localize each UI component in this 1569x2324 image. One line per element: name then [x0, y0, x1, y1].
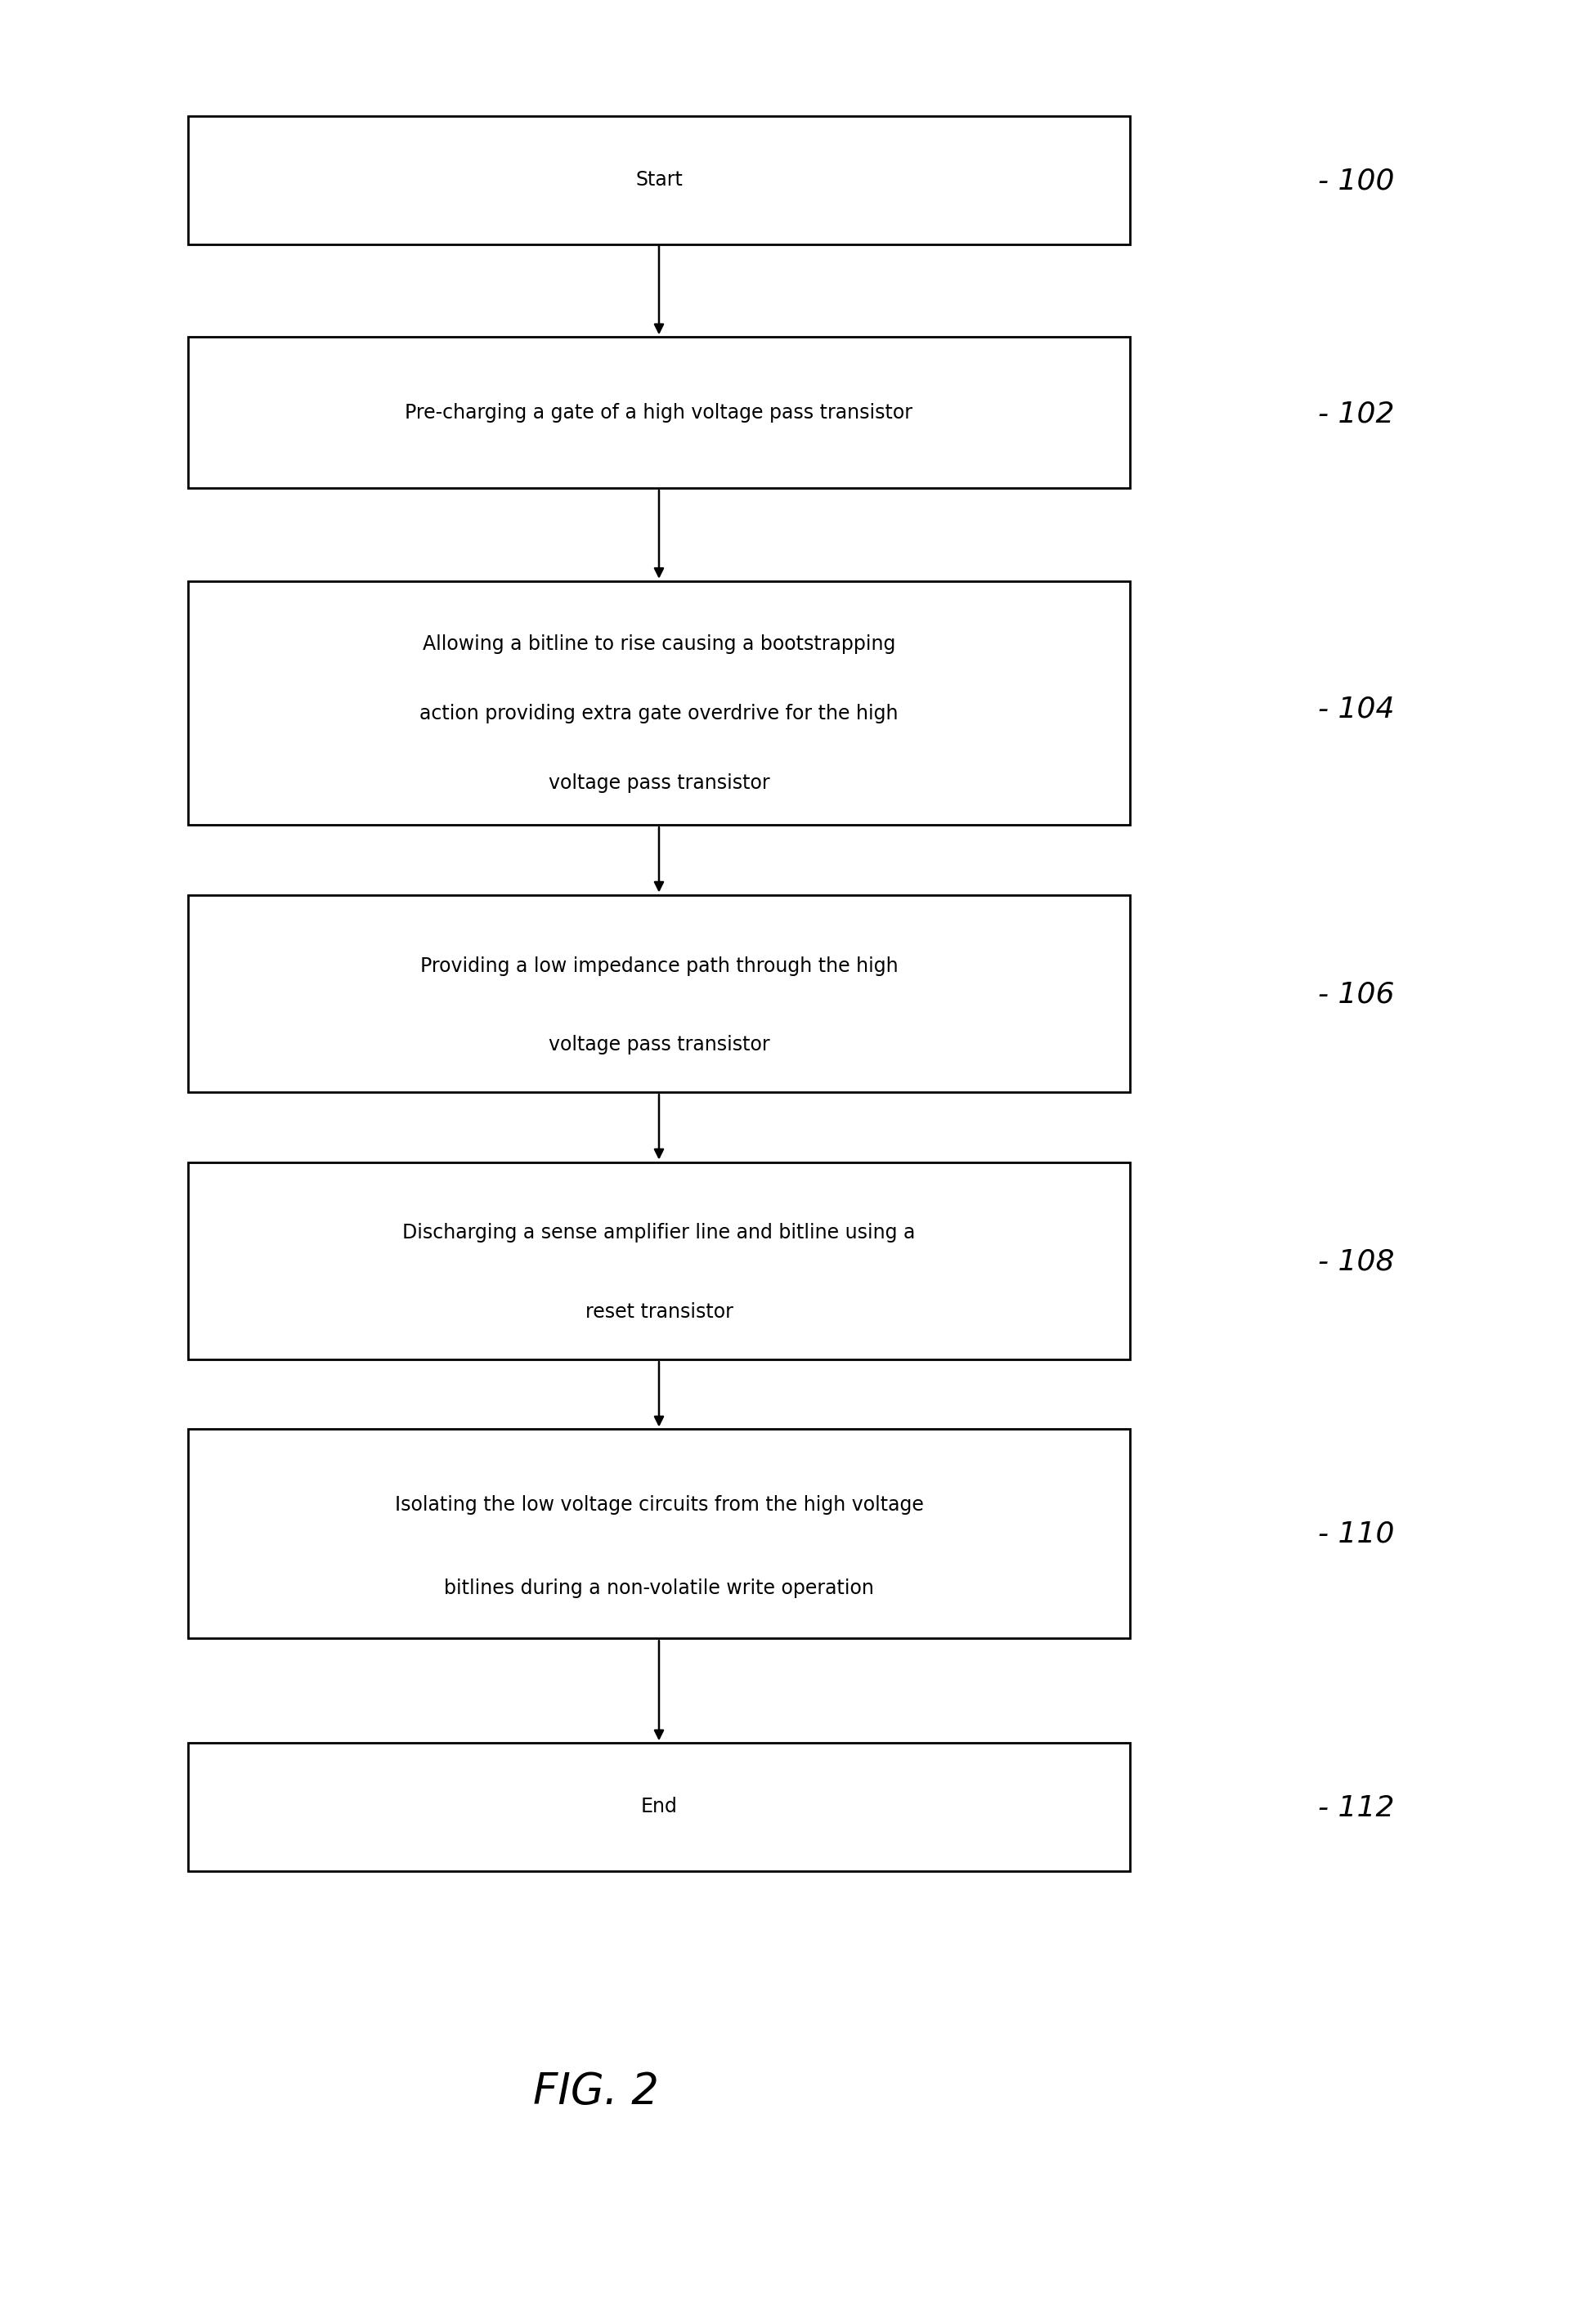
FancyBboxPatch shape	[188, 895, 1130, 1092]
Text: - 102: - 102	[1318, 400, 1395, 428]
Text: Pre-charging a gate of a high voltage pass transistor: Pre-charging a gate of a high voltage pa…	[405, 402, 913, 423]
Text: - 112: - 112	[1318, 1794, 1395, 1822]
Text: reset transistor: reset transistor	[585, 1301, 733, 1322]
Text: voltage pass transistor: voltage pass transistor	[548, 774, 770, 792]
Text: - 108: - 108	[1318, 1248, 1395, 1276]
Text: - 100: - 100	[1318, 167, 1395, 195]
FancyBboxPatch shape	[188, 1162, 1130, 1360]
Text: Providing a low impedance path through the high: Providing a low impedance path through t…	[420, 955, 897, 976]
FancyBboxPatch shape	[188, 337, 1130, 488]
FancyBboxPatch shape	[188, 1743, 1130, 1871]
Text: - 104: - 104	[1318, 695, 1395, 723]
Text: - 110: - 110	[1318, 1520, 1395, 1548]
Text: voltage pass transistor: voltage pass transistor	[548, 1034, 770, 1055]
Text: End: End	[640, 1796, 678, 1817]
Text: Start: Start	[635, 170, 683, 191]
Text: Allowing a bitline to rise causing a bootstrapping: Allowing a bitline to rise causing a boo…	[422, 634, 896, 653]
Text: - 106: - 106	[1318, 981, 1395, 1009]
Text: action providing extra gate overdrive for the high: action providing extra gate overdrive fo…	[419, 704, 899, 723]
FancyBboxPatch shape	[188, 116, 1130, 244]
Text: Isolating the low voltage circuits from the high voltage: Isolating the low voltage circuits from …	[394, 1494, 924, 1515]
Text: Discharging a sense amplifier line and bitline using a: Discharging a sense amplifier line and b…	[403, 1222, 915, 1243]
FancyBboxPatch shape	[188, 1429, 1130, 1638]
Text: bitlines during a non-volatile write operation: bitlines during a non-volatile write ope…	[444, 1578, 874, 1599]
FancyBboxPatch shape	[188, 581, 1130, 825]
Text: FIG. 2: FIG. 2	[533, 2071, 659, 2113]
